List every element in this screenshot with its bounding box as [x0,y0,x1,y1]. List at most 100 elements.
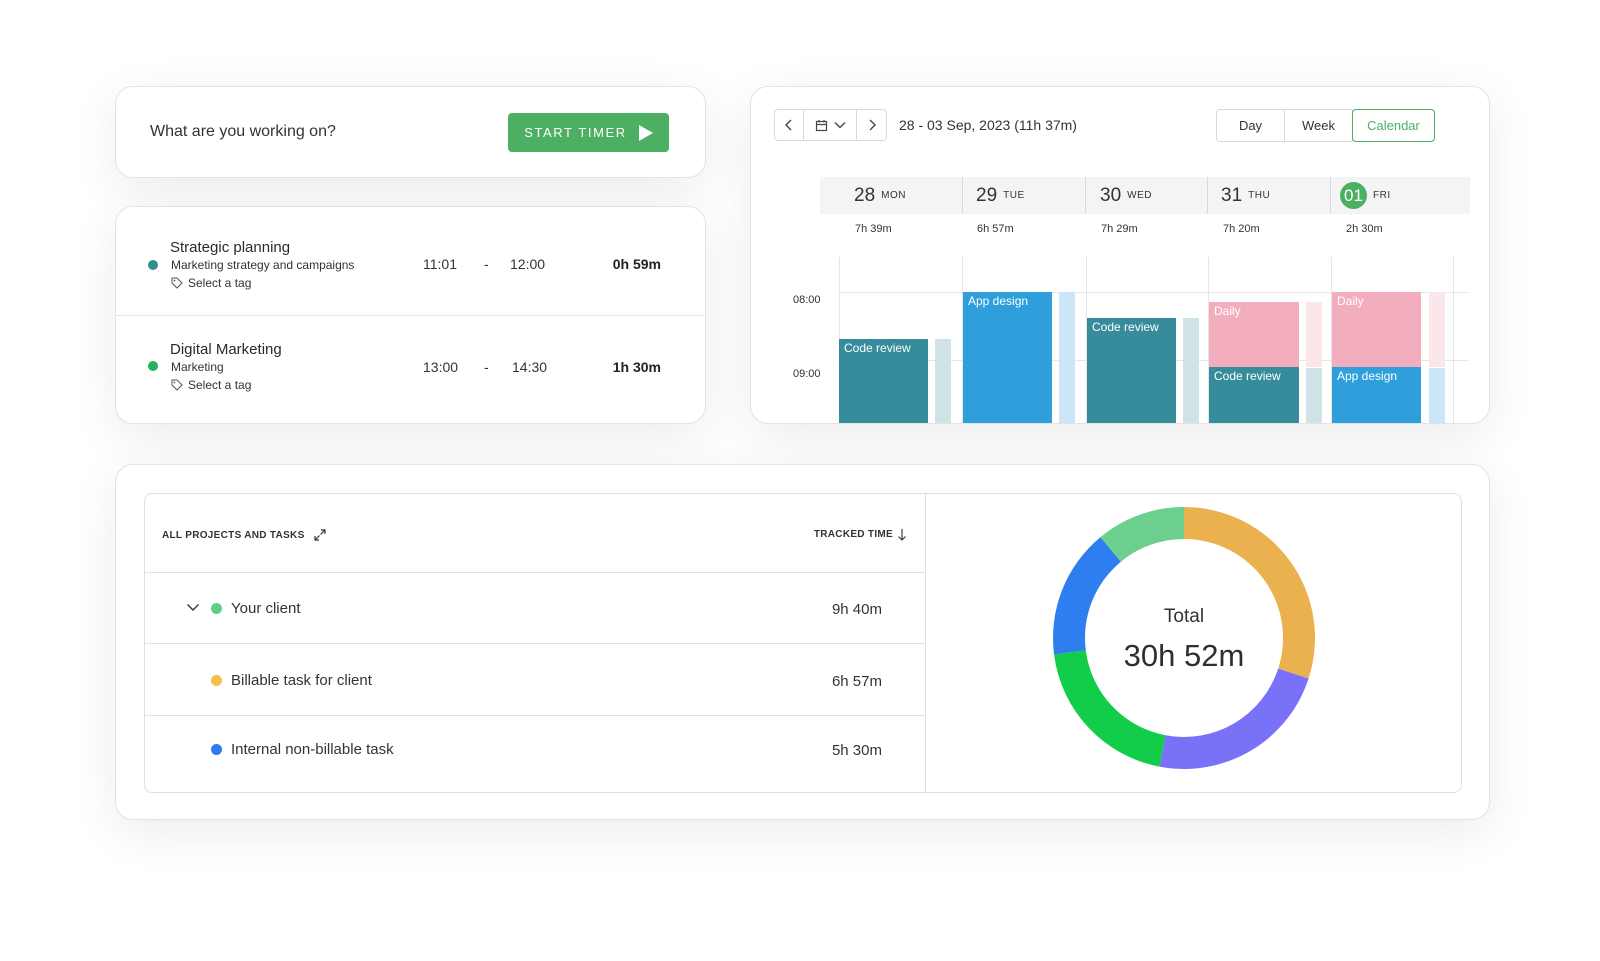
expand-icon[interactable] [313,528,327,542]
calendar-event-shadow [1429,292,1445,367]
time-separator: - [484,359,489,375]
row-name: Billable task for client [231,672,372,689]
time-entries-list: Strategic planning Marketing strategy an… [115,206,706,424]
hour-gridline [838,292,1469,293]
hour-label: 08:00 [793,294,821,306]
chevron-down-icon [834,122,845,129]
day-total: 7h 29m [1101,223,1138,235]
donut-total-value: 30h 52m [1124,638,1245,673]
entry-description[interactable]: Digital Marketing [170,341,282,358]
entry-project[interactable]: Marketing [171,360,224,374]
day-number: 29 [976,184,998,206]
calendar-event[interactable]: Daily [1332,292,1421,367]
entry-duration[interactable]: 1h 30m [612,359,661,375]
entry-duration[interactable]: 0h 59m [612,256,661,272]
entry-start-time[interactable]: 13:00 [423,359,459,375]
project-color-dot [148,260,158,270]
select-tag-label: Select a tag [188,276,252,290]
tag-icon [171,277,183,289]
day-column-line [1086,257,1087,423]
day-name: MON [881,190,906,201]
day-divider [1207,177,1208,214]
day-total: 2h 30m [1346,223,1383,235]
task-color-dot [211,675,222,686]
hour-label: 09:00 [793,368,821,380]
time-separator: - [484,256,489,272]
row-tracked-time: 5h 30m [831,742,882,759]
day-column-line [962,257,963,423]
donut-segment-4[interactable] [1053,537,1121,655]
task-color-dot [211,744,222,755]
day-divider [962,177,963,214]
tracked-time-header-label: TRACKED TIME [813,529,893,540]
entry-description[interactable]: Strategic planning [170,239,291,256]
calendar-event[interactable]: Code review [839,339,928,423]
day-number: 28 [854,184,876,206]
client-color-dot [211,603,222,614]
donut-segment-1[interactable] [1184,507,1315,679]
time-entry[interactable]: Digital Marketing Marketing Select a tag… [116,315,705,423]
day-column-line [1453,257,1454,423]
day-header-wed[interactable]: 30 WED [1100,177,1152,214]
previous-week-button[interactable] [774,109,804,141]
day-total: 7h 39m [855,223,892,235]
entry-end-time[interactable]: 12:00 [510,256,546,272]
entry-project[interactable]: Marketing strategy and campaigns [171,258,355,272]
day-name: TUE [1003,190,1025,201]
entry-end-time[interactable]: 14:30 [512,359,548,375]
timer-description-input[interactable]: What are you working on? [150,123,336,140]
day-number: 31 [1221,184,1243,206]
projects-table: ALL PROJECTS AND TASKS TRACKED TIME Your… [145,494,926,792]
day-name: FRI [1373,190,1391,201]
day-total: 7h 20m [1223,223,1260,235]
table-row[interactable]: Billable task for client 6h 57m [145,644,925,716]
calendar-event[interactable]: Daily [1209,302,1299,367]
calendar-event[interactable]: App design [963,292,1052,423]
tracked-time-column-header[interactable]: TRACKED TIME [814,528,907,541]
calendar-event[interactable]: App design [1332,367,1421,423]
projects-column-header[interactable]: ALL PROJECTS AND TASKS [162,528,327,542]
chevron-down-icon[interactable] [186,603,200,612]
day-header-mon[interactable]: 28 MON [854,177,906,214]
calendar-event-shadow [1059,292,1075,423]
next-week-button[interactable] [856,109,887,141]
calendar-event-shadow [1306,368,1322,423]
timer-bar: What are you working on? START TIMER [115,86,706,178]
day-total: 6h 57m [977,223,1014,235]
chevron-right-icon [869,119,876,131]
projects-report: ALL PROJECTS AND TASKS TRACKED TIME Your… [144,493,1462,793]
select-tag-link[interactable]: Select a tag [171,276,251,290]
row-name: Your client [231,600,301,617]
donut-segment-5[interactable] [1100,507,1184,562]
day-header-fri[interactable]: 01 FRI [1340,177,1391,214]
table-header: ALL PROJECTS AND TASKS TRACKED TIME [145,494,925,573]
table-row[interactable]: Your client 9h 40m [145,573,925,644]
tab-week[interactable]: Week [1284,109,1353,142]
calendar-event[interactable]: Code review [1209,367,1299,423]
row-tracked-time: 6h 57m [831,673,882,690]
donut-segment-3[interactable] [1054,650,1166,767]
day-header-row: 28 MON 29 TUE 30 WED 31 THU 01 FRI [820,177,1470,214]
select-tag-link[interactable]: Select a tag [171,378,251,392]
donut-total-label: Total [1164,606,1204,627]
calendar-event-shadow [1183,318,1199,423]
day-number: 30 [1100,184,1122,206]
row-name: Internal non-billable task [231,741,394,758]
table-row[interactable]: Internal non-billable task 5h 30m [145,716,925,792]
date-picker-button[interactable] [803,109,857,141]
donut-segment-2[interactable] [1159,668,1309,769]
tab-day[interactable]: Day [1216,109,1285,142]
entry-start-time[interactable]: 11:01 [423,256,457,272]
time-entry[interactable]: Strategic planning Marketing strategy an… [116,207,705,315]
day-number-today: 01 [1340,182,1367,209]
donut-chart-area: Total 30h 52m [926,494,1461,792]
calendar-event[interactable]: Code review [1087,318,1176,423]
donut-chart: Total 30h 52m [1053,507,1315,769]
day-header-tue[interactable]: 29 TUE [976,177,1025,214]
chevron-left-icon [785,119,792,131]
tab-calendar[interactable]: Calendar [1352,109,1435,142]
day-header-thu[interactable]: 31 THU [1221,177,1270,214]
date-range-label: 28 - 03 Sep, 2023 (11h 37m) [899,117,1077,133]
tag-icon [171,379,183,391]
start-timer-button[interactable]: START TIMER [508,113,669,152]
